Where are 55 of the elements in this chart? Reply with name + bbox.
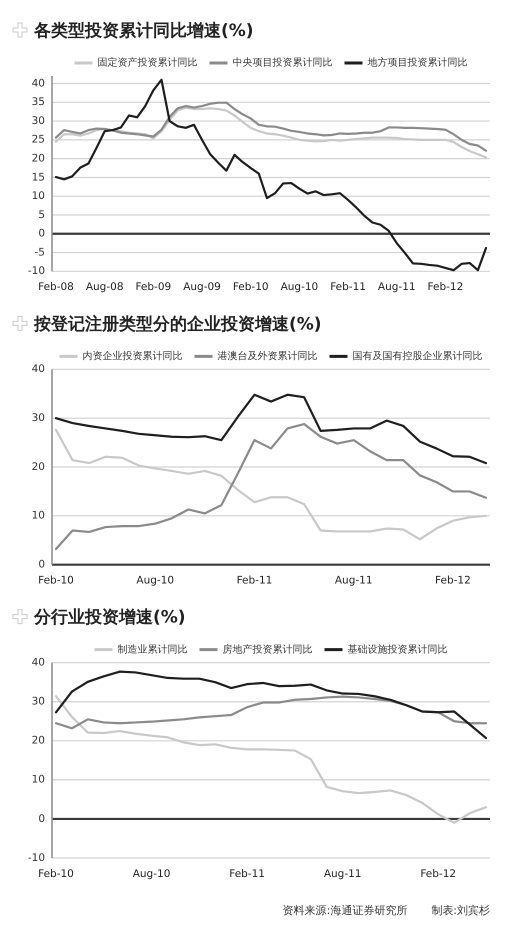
- legend-label: 内资企业投资累计同比: [82, 351, 182, 362]
- ytick: -10: [28, 852, 45, 864]
- xtick: Feb-11: [236, 574, 272, 587]
- legend-label: 基础设施投资累计同比: [348, 644, 448, 656]
- ytick: 10: [32, 190, 45, 202]
- ytick: 30: [32, 114, 45, 127]
- ytick: -10: [28, 265, 45, 278]
- xtick: Feb-10: [38, 868, 74, 880]
- ytick: 5: [38, 208, 45, 221]
- ytick: 0: [38, 228, 45, 240]
- xtick: Aug-10: [280, 281, 318, 294]
- legend-label: 中央项目投资累计同比: [232, 58, 332, 69]
- xtick: Aug-10: [136, 574, 174, 587]
- ytick: -5: [34, 246, 45, 258]
- title: 按登记注册类型分的企业投资增速(%): [34, 314, 322, 334]
- xtick: Feb-12: [435, 574, 471, 587]
- xtick: Aug-11: [378, 281, 416, 294]
- xtick: Feb-12: [428, 281, 464, 294]
- annotation: 资料来源:海通证券研究所: [282, 904, 408, 918]
- legend-label: 国有及国有控股企业累计同比: [352, 351, 482, 362]
- legend-label: 制造业累计同比: [118, 644, 188, 656]
- xtick: Feb-11: [330, 281, 366, 294]
- ytick: 30: [32, 696, 45, 708]
- ytick: 35: [32, 96, 45, 108]
- title: 分行业投资增速(%): [34, 608, 186, 628]
- ytick: 10: [32, 510, 45, 522]
- xtick: Aug-09: [183, 281, 221, 294]
- ytick: 20: [32, 152, 45, 165]
- ytick: 15: [32, 171, 45, 184]
- xtick: Feb-12: [420, 868, 456, 880]
- ytick: 30: [32, 412, 45, 424]
- xtick: Feb-08: [38, 281, 74, 294]
- annotation: 制表:刘宾杉: [431, 904, 490, 918]
- legend-label: 地方项目投资累计同比: [368, 58, 468, 69]
- ytick: 40: [32, 77, 45, 90]
- title: 各类型投资累计同比增速(%): [34, 21, 254, 41]
- xtick: Feb-10: [38, 574, 74, 587]
- ytick: 0: [38, 812, 45, 825]
- legend-label: 房地产投资累计同比: [222, 644, 312, 656]
- ytick: 40: [32, 656, 45, 669]
- xtick: Aug-08: [86, 281, 124, 294]
- ytick: 40: [32, 363, 45, 376]
- ytick: 20: [32, 734, 45, 747]
- ytick: 10: [32, 774, 45, 786]
- xtick: Aug-10: [132, 868, 170, 880]
- xtick: Feb-11: [229, 868, 265, 880]
- ytick: 25: [32, 134, 45, 146]
- xtick: Feb-10: [232, 281, 269, 294]
- legend-label: 港澳台及外资累计同比: [218, 351, 318, 362]
- legend-label: 固定资产投资累计同比: [98, 58, 198, 69]
- ytick: 0: [38, 558, 45, 571]
- xtick: Aug-11: [334, 574, 373, 587]
- xtick: Aug-11: [324, 868, 362, 880]
- xtick: Feb-09: [135, 281, 172, 294]
- ytick: 20: [32, 460, 45, 473]
